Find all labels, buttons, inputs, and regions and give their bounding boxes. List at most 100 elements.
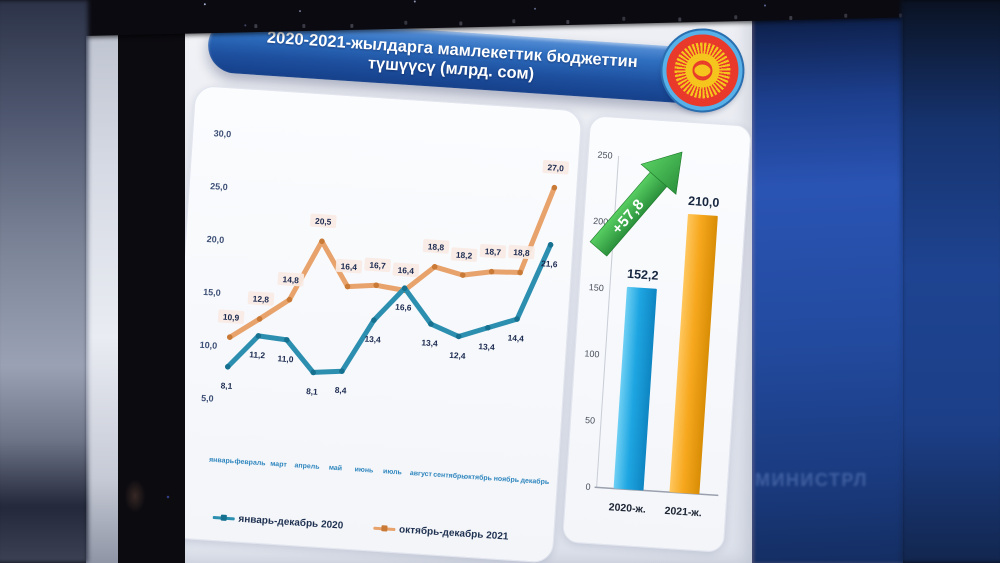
point-marker xyxy=(373,282,380,289)
slide-content: 2020-2021-жылдарга мамлекеттик бюджеттин… xyxy=(185,0,756,563)
point-label-bg xyxy=(508,244,535,260)
point-label: 16,4 xyxy=(340,261,357,272)
point-marker xyxy=(431,264,438,270)
point-label: 11,0 xyxy=(277,353,294,364)
point-label-bg xyxy=(364,257,391,273)
y-tick-label: 25,0 xyxy=(210,181,228,192)
point-label: 16,7 xyxy=(369,260,386,271)
month-label: август xyxy=(410,470,433,478)
point-label: 8,1 xyxy=(306,386,319,397)
bar-chart-panel: 250 200 150 100 50 0 +57,8 152,2 2020-ж. 210,0 202… xyxy=(561,115,752,553)
y-tick-label: 20,0 xyxy=(206,234,224,245)
screen-bezel xyxy=(86,0,118,563)
point-marker xyxy=(514,316,520,322)
point-label-bg xyxy=(277,272,305,287)
point-label: 12,8 xyxy=(252,293,269,304)
month-label: сентябрь xyxy=(433,471,467,481)
point-label-bg xyxy=(479,244,507,259)
month-label: июль xyxy=(383,468,403,476)
bar-value-label: 210,0 xyxy=(688,194,720,210)
bar-value-label: 152,2 xyxy=(627,267,659,283)
point-marker xyxy=(255,333,262,339)
point-label: 18,7 xyxy=(484,246,501,257)
bar-category-label: 2020-ж. xyxy=(608,501,646,515)
point-label: 18,2 xyxy=(456,250,473,261)
line-chart: 30,0 25,0 20,0 15,0 10,0 5,0 январь февраль март… xyxy=(199,128,570,486)
stage-dark-gap xyxy=(118,0,185,563)
ceiling-rig-dots xyxy=(254,24,258,29)
point-marker xyxy=(256,316,263,322)
left-blur-pillar xyxy=(0,0,88,563)
line-series xyxy=(225,242,554,375)
point-marker xyxy=(224,363,231,370)
bar-y-axis xyxy=(596,156,620,488)
month-label: апрель xyxy=(294,462,320,471)
point-label: 14,4 xyxy=(507,332,524,343)
line-series xyxy=(227,185,557,340)
point-label-bg xyxy=(335,258,363,274)
point-label-bg xyxy=(310,213,337,229)
bar-y-tick-label: 0 xyxy=(585,482,591,492)
point-label-bg xyxy=(392,262,420,278)
bar-y-tick-label: 50 xyxy=(585,415,596,426)
point-marker xyxy=(226,334,233,340)
presentation-screen: 2020-2021-жылдарга мамлекеттик бюджеттин… xyxy=(185,0,757,563)
bar xyxy=(669,213,718,495)
bar-baseline xyxy=(594,486,719,497)
legend-marker-square-icon xyxy=(380,525,388,532)
point-marker xyxy=(428,321,434,327)
point-marker xyxy=(344,283,351,290)
ceiling-light-specks xyxy=(203,3,206,6)
right-blur-pillar xyxy=(901,0,1000,563)
point-label: 18,8 xyxy=(513,247,530,258)
y-tick-label: 10,0 xyxy=(199,340,217,351)
point-marker xyxy=(339,368,345,374)
bar-chart: 250200150100500+57,8152,22020-ж.210,0202… xyxy=(584,150,720,520)
legend-marker-icon xyxy=(373,525,396,532)
y-tick-label: 5,0 xyxy=(201,393,214,404)
month-label: январь xyxy=(209,457,235,466)
point-label: 16,4 xyxy=(397,265,414,276)
point-label: 27,0 xyxy=(547,162,564,173)
point-marker xyxy=(547,242,554,248)
month-label: март xyxy=(270,461,288,469)
bar-y-tick-label: 250 xyxy=(597,150,613,161)
point-marker xyxy=(310,369,317,376)
point-label: 13,4 xyxy=(478,341,495,352)
point-marker xyxy=(286,296,293,303)
line-chart-panel: 30,0 25,0 20,0 15,0 10,0 5,0 январь февраль март… xyxy=(185,84,583,563)
point-label-bg xyxy=(247,291,275,306)
point-label: 18,8 xyxy=(428,241,445,252)
point-marker xyxy=(459,272,466,278)
bar xyxy=(613,286,657,491)
point-marker xyxy=(485,324,491,331)
point-marker xyxy=(371,317,377,323)
stage-backdrop: МИНИСТРЛ xyxy=(752,10,903,563)
y-tick-label: 30,0 xyxy=(213,128,231,139)
point-marker xyxy=(319,238,325,245)
point-label: 10,9 xyxy=(223,312,240,323)
point-label-bg xyxy=(542,160,570,175)
point-marker xyxy=(488,268,495,275)
point-label: 20,5 xyxy=(315,216,332,227)
point-label: 14,8 xyxy=(282,274,299,285)
month-label: май xyxy=(329,464,343,473)
month-label: ноябрь xyxy=(493,475,520,485)
point-label: 8,1 xyxy=(220,380,233,391)
legend-marker-square-icon xyxy=(220,514,227,521)
month-label: февраль xyxy=(234,458,266,467)
point-label: 12,4 xyxy=(449,350,466,361)
slide-title: 2020-2021-жылдарга мамлекеттик бюджеттин… xyxy=(266,28,639,84)
point-label: 13,4 xyxy=(364,334,381,345)
bar-y-tick-label: 200 xyxy=(593,216,609,227)
point-label: 13,4 xyxy=(421,337,438,348)
point-label: 21,6 xyxy=(541,258,558,269)
bar-y-tick-label: 150 xyxy=(588,282,604,293)
month-label: октябрь xyxy=(464,473,493,483)
month-label: декабрь xyxy=(520,476,550,486)
point-label-bg xyxy=(450,247,478,262)
point-marker xyxy=(401,285,408,292)
point-marker xyxy=(517,269,523,276)
point-label-bg xyxy=(217,309,245,324)
